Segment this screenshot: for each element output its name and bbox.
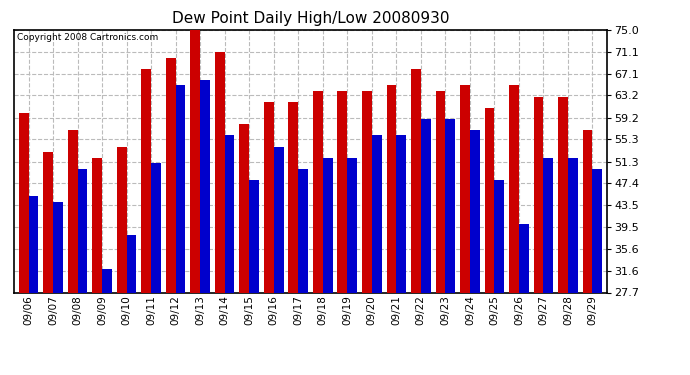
Bar	[411, 69, 421, 292]
Bar	[568, 158, 578, 292]
Bar	[484, 108, 495, 292]
Title: Dew Point Daily High/Low 20080930: Dew Point Daily High/Low 20080930	[172, 11, 449, 26]
Bar	[495, 180, 504, 292]
Bar	[102, 268, 112, 292]
Bar	[470, 130, 480, 292]
Bar	[421, 119, 431, 292]
Bar	[166, 58, 176, 292]
Bar	[28, 196, 39, 292]
Bar	[519, 224, 529, 292]
Bar	[558, 97, 568, 292]
Bar	[323, 158, 333, 292]
Bar	[593, 169, 602, 292]
Bar	[249, 180, 259, 292]
Bar	[264, 102, 274, 292]
Bar	[313, 91, 323, 292]
Bar	[347, 158, 357, 292]
Bar	[239, 124, 249, 292]
Bar	[544, 158, 553, 292]
Bar	[19, 113, 28, 292]
Bar	[582, 130, 593, 292]
Bar	[215, 52, 225, 292]
Bar	[298, 169, 308, 292]
Bar	[435, 91, 445, 292]
Bar	[396, 135, 406, 292]
Bar	[445, 119, 455, 292]
Bar	[151, 163, 161, 292]
Bar	[126, 236, 137, 292]
Bar	[509, 86, 519, 292]
Bar	[337, 91, 347, 292]
Bar	[288, 102, 298, 292]
Bar	[225, 135, 235, 292]
Bar	[274, 147, 284, 292]
Bar	[53, 202, 63, 292]
Bar	[460, 86, 470, 292]
Bar	[372, 135, 382, 292]
Bar	[68, 130, 77, 292]
Bar	[190, 30, 200, 292]
Bar	[43, 152, 53, 292]
Bar	[386, 86, 396, 292]
Bar	[176, 86, 186, 292]
Text: Copyright 2008 Cartronics.com: Copyright 2008 Cartronics.com	[17, 33, 158, 42]
Bar	[141, 69, 151, 292]
Bar	[362, 91, 372, 292]
Bar	[92, 158, 102, 292]
Bar	[117, 147, 126, 292]
Bar	[200, 80, 210, 292]
Bar	[533, 97, 544, 292]
Bar	[77, 169, 88, 292]
